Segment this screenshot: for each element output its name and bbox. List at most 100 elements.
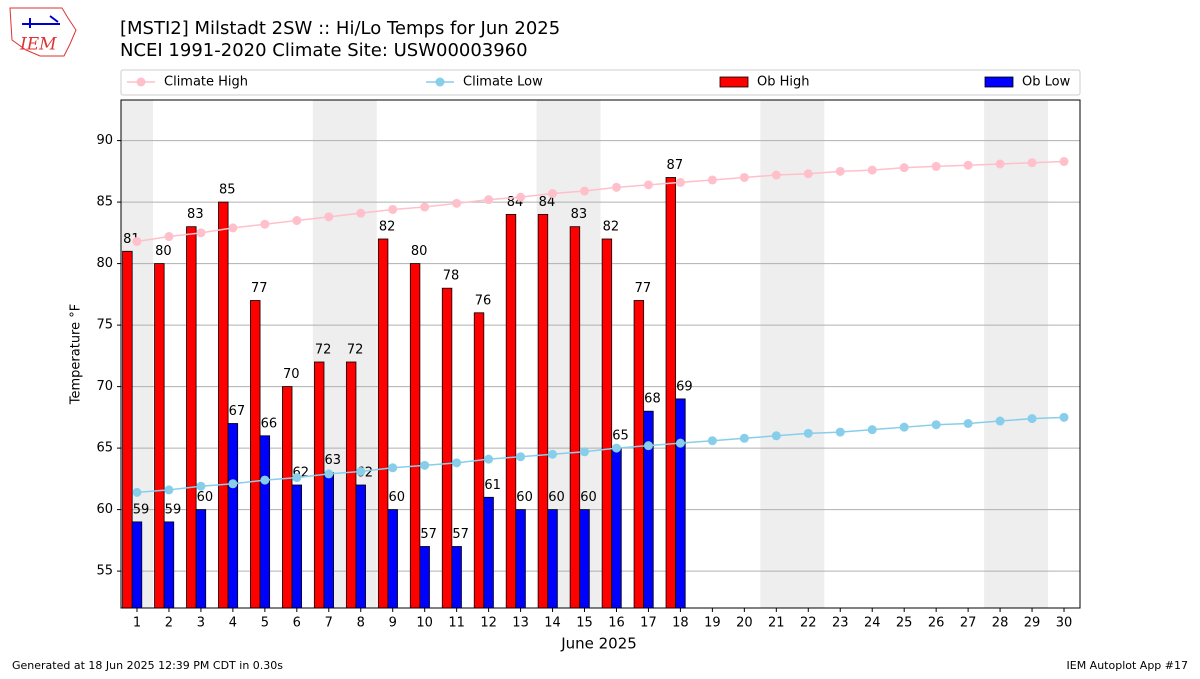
x-tick-label: 3 — [197, 616, 205, 631]
bar-label: 72 — [315, 342, 332, 357]
marker — [611, 443, 621, 453]
bar-label: 72 — [347, 342, 364, 357]
weekend-shade — [984, 100, 1049, 608]
x-tick-label: 25 — [896, 616, 913, 631]
bar — [250, 300, 261, 609]
marker — [739, 433, 749, 443]
x-tick-label: 30 — [1056, 616, 1073, 631]
marker — [452, 198, 462, 208]
line — [136, 416, 1065, 494]
x-tick-label: 6 — [293, 616, 301, 631]
bar-label: 59 — [165, 502, 182, 517]
bar — [547, 509, 558, 609]
marker — [643, 180, 653, 190]
x-tick-label: 21 — [768, 616, 785, 631]
bar-label: 61 — [484, 478, 501, 493]
marker — [867, 425, 877, 435]
marker — [611, 182, 621, 192]
marker — [324, 212, 334, 222]
x-tick-label: 17 — [640, 616, 657, 631]
marker — [388, 204, 398, 214]
bar — [291, 484, 303, 609]
logo-outline — [9, 7, 77, 57]
marker — [995, 416, 1005, 426]
bar-label: 80 — [411, 244, 428, 259]
bar — [259, 435, 271, 609]
bar-label: 63 — [325, 453, 342, 468]
bar — [323, 472, 334, 609]
bar-label: 60 — [388, 490, 405, 505]
x-tick-label: 1 — [133, 616, 141, 631]
legend-swatch-marker — [435, 77, 445, 87]
legend-swatch — [719, 76, 749, 88]
marker — [484, 195, 494, 205]
y-tick-label: 90 — [96, 133, 113, 148]
marker — [356, 208, 366, 218]
logo: IEM — [9, 7, 77, 57]
x-tick-label: 29 — [1024, 616, 1041, 631]
footer-right: IEM Autoplot App #17 — [1067, 659, 1189, 672]
bar-label: 68 — [644, 392, 661, 407]
bar — [345, 361, 357, 609]
weekend-shade — [760, 100, 825, 608]
marker — [899, 163, 909, 173]
bar-label: 83 — [187, 207, 204, 222]
marker — [516, 452, 526, 462]
bar-label: 76 — [475, 293, 492, 308]
bar-label: 59 — [133, 502, 150, 517]
x-tick-label: 19 — [704, 616, 721, 631]
bar — [665, 177, 677, 609]
marker — [228, 479, 238, 489]
legend-label: Ob Low — [1022, 75, 1071, 90]
x-tick-label: 22 — [800, 616, 817, 631]
x-tick-label: 28 — [992, 616, 1009, 631]
x-tick-label: 15 — [576, 616, 593, 631]
bar — [377, 238, 389, 609]
x-tick-label: 8 — [357, 616, 365, 631]
y-tick-label: 85 — [96, 195, 113, 210]
footer-left: Generated at 18 Jun 2025 12:39 PM CDT in… — [12, 659, 283, 672]
y-tick-label: 65 — [96, 441, 113, 456]
marker — [196, 228, 206, 238]
x-axis-label: June 2025 — [560, 635, 637, 653]
x-tick-label: 2 — [165, 616, 173, 631]
marker — [771, 170, 781, 180]
chart-subtitle: NCEI 1991-2020 Climate Site: USW00003960 — [120, 40, 528, 61]
bar — [186, 226, 197, 609]
bar — [154, 263, 165, 609]
bar — [441, 287, 453, 609]
y-tick-label: 70 — [96, 379, 113, 394]
marker — [228, 223, 238, 233]
marker — [803, 428, 813, 438]
legend-swatch-marker — [136, 77, 146, 87]
bar — [227, 423, 239, 609]
marker — [803, 169, 813, 179]
x-tick-label: 7 — [325, 616, 333, 631]
marker — [356, 466, 366, 476]
bar-label: 60 — [516, 490, 533, 505]
chart-title: [MSTI2] Milstadt 2SW :: Hi/Lo Temps for … — [120, 18, 560, 39]
marker — [132, 236, 142, 246]
marker — [196, 481, 206, 491]
line — [136, 160, 1065, 243]
marker — [132, 487, 142, 497]
legend-swatch — [984, 76, 1014, 88]
marker — [1027, 414, 1037, 424]
marker — [292, 216, 302, 226]
marker — [1059, 412, 1069, 422]
marker — [963, 160, 973, 170]
bar — [569, 226, 581, 609]
x-tick-label: 27 — [960, 616, 977, 631]
bar — [218, 201, 229, 609]
bar — [282, 386, 293, 609]
x-tick-label: 16 — [608, 616, 625, 631]
logo-text: IEM — [19, 35, 57, 55]
bar-label: 77 — [251, 281, 268, 296]
bar — [313, 361, 325, 609]
y-tick-label: 55 — [96, 564, 113, 579]
marker — [707, 436, 717, 446]
legend-label: Ob High — [757, 75, 810, 90]
legend — [120, 69, 1081, 96]
bar-label: 82 — [379, 219, 396, 234]
